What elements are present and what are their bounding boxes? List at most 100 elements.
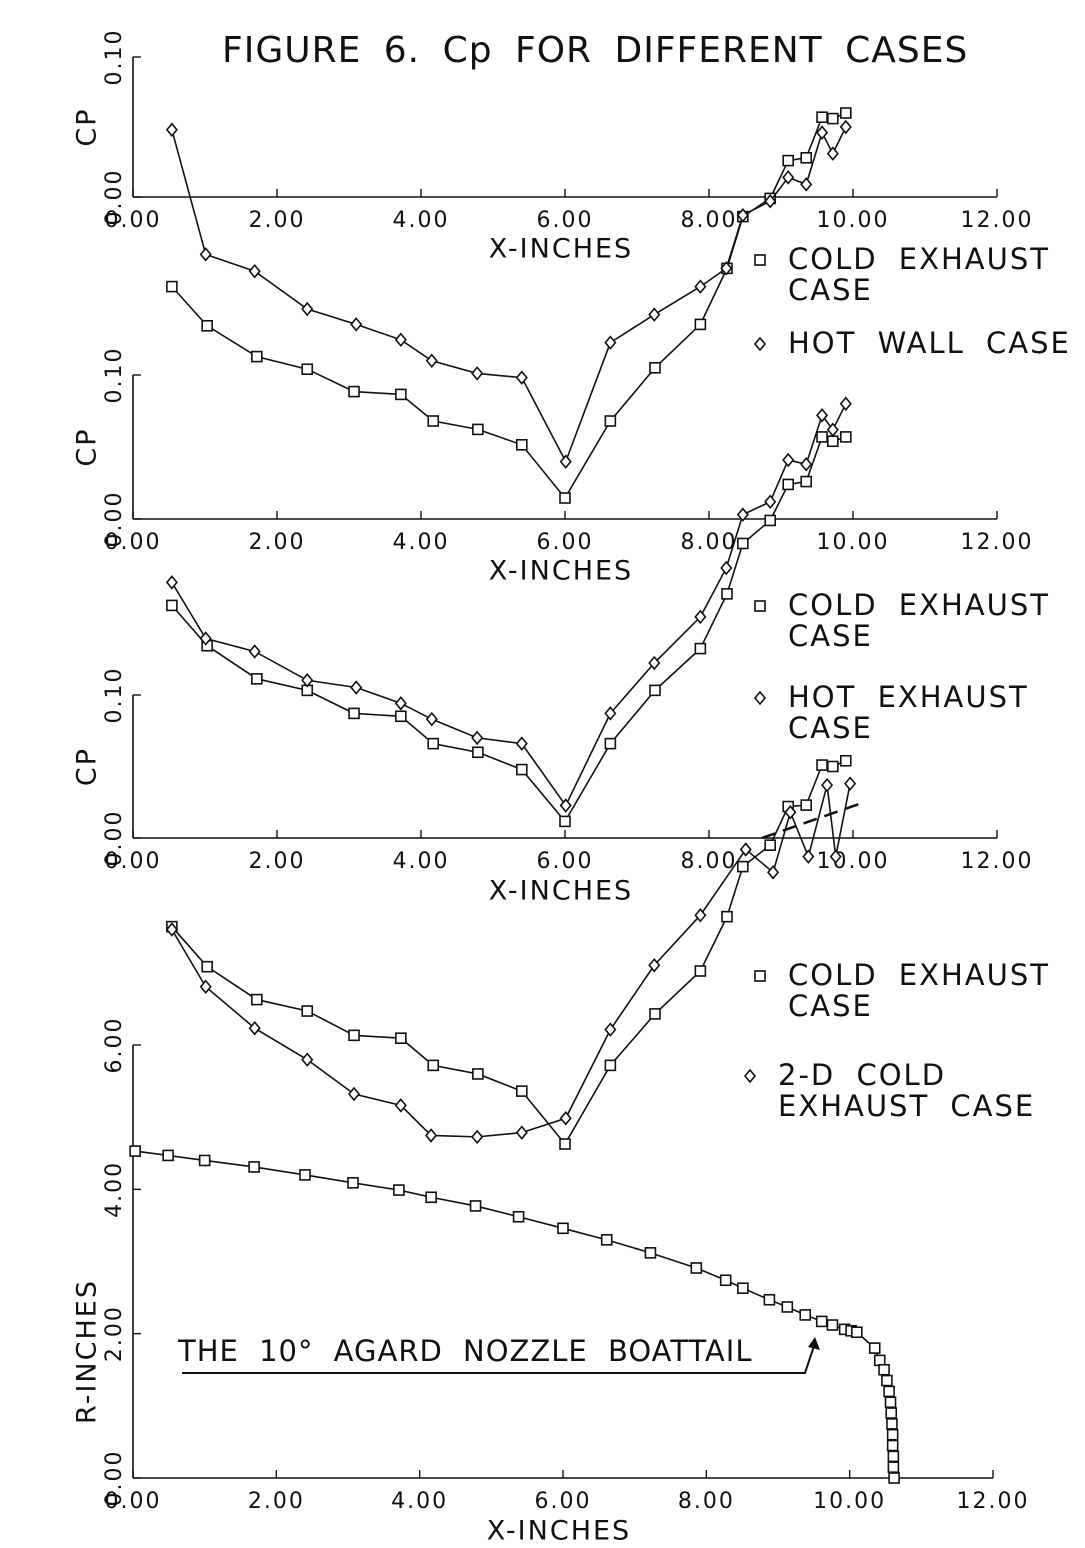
x-tick-label: 6.00 [537, 530, 594, 555]
data-point [719, 1274, 732, 1287]
x-tick-label: 8.00 [681, 530, 738, 555]
data-point [816, 431, 828, 443]
data-point [165, 122, 178, 138]
x-tick-label: 12.00 [961, 208, 1034, 233]
x-tick-label: 0.00 [105, 208, 162, 233]
data-point [826, 422, 839, 437]
x-tick-label: 2.00 [248, 1489, 305, 1514]
data-point [469, 1200, 482, 1212]
legend-label: HOT EXHAUST CASE [788, 680, 1029, 745]
legend-label: COLD EXHAUST CASE [788, 958, 1050, 1023]
data-point [839, 119, 852, 135]
data-point [764, 193, 777, 209]
data-point [827, 760, 839, 773]
y-tick-label: 0.10 [102, 347, 127, 404]
data-point [559, 1111, 572, 1126]
data-point [802, 849, 815, 864]
x-tick-label: 2.00 [249, 208, 306, 233]
data-point [644, 1247, 657, 1259]
data-point [471, 730, 484, 746]
x-tick-label: 0.00 [105, 530, 162, 555]
y-tick-label: 2.00 [102, 1305, 127, 1362]
data-point [515, 438, 528, 451]
arrow-head [808, 1337, 820, 1350]
data-point [472, 423, 484, 436]
annotation-arrow [182, 1342, 816, 1374]
data-point [604, 335, 617, 350]
series-line [171, 435, 847, 823]
series-line [171, 760, 847, 1146]
data-point [166, 280, 178, 293]
data-point [165, 922, 178, 937]
data-point [839, 396, 852, 412]
x-tick-label: 10.00 [817, 530, 890, 555]
data-point [395, 710, 407, 723]
data-point [557, 1222, 569, 1235]
y-tick-label: 0.00 [102, 491, 127, 548]
data-point [739, 842, 752, 857]
data-point [881, 1374, 893, 1387]
data-point [868, 1342, 881, 1354]
series-line [171, 112, 847, 500]
series-line [171, 126, 847, 464]
data-point [649, 361, 661, 374]
x-axis-label: X-INCHES [487, 1516, 631, 1547]
data-point [394, 332, 407, 348]
data-point [839, 754, 852, 767]
data-point [885, 1407, 898, 1419]
y-axis-label: CP [72, 747, 103, 786]
data-point [347, 1086, 361, 1102]
y-tick-label: 0.00 [102, 810, 127, 867]
x-tick-label: 10.00 [813, 1489, 886, 1514]
data-point [395, 388, 407, 401]
x-tick-label: 8.00 [681, 208, 738, 233]
x-tick-label: 12.00 [961, 530, 1034, 555]
data-point [165, 575, 178, 590]
data-point [886, 1428, 899, 1441]
data-point [737, 860, 749, 873]
data-point [425, 1191, 437, 1204]
series-line [171, 403, 847, 808]
y-axis-label: CP [72, 427, 103, 466]
data-point [559, 798, 572, 813]
x-tick-label: 0.00 [105, 849, 162, 874]
data-point [348, 1029, 360, 1042]
data-point [129, 1145, 141, 1157]
legend-marker [753, 336, 767, 352]
data-point [648, 307, 661, 322]
legend-marker [754, 970, 766, 982]
data-point [827, 112, 839, 125]
data-point [720, 560, 733, 576]
data-point [350, 317, 363, 332]
data-point [425, 1128, 438, 1143]
data-point [782, 154, 795, 167]
data-point [515, 763, 528, 776]
data-point [737, 537, 749, 550]
data-point [515, 1125, 528, 1140]
data-point [248, 1161, 260, 1173]
annotation: THE 10° AGARD NOZZLE BOATTAIL [178, 1334, 753, 1368]
data-point [199, 979, 212, 994]
data-point [851, 1326, 863, 1339]
data-point [472, 746, 484, 759]
data-point [873, 1354, 886, 1367]
data-point [800, 799, 813, 811]
y-tick-label: 4.00 [102, 1161, 127, 1218]
legend-label: 2-D COLD EXHAUST CASE [778, 1058, 1036, 1123]
data-point [694, 965, 707, 977]
x-tick-label: 6.00 [535, 1489, 592, 1514]
y-tick-label: 0.10 [102, 667, 127, 724]
data-point [201, 319, 213, 332]
data-point [559, 492, 571, 504]
data-point [393, 1184, 405, 1196]
data-point [600, 1234, 613, 1246]
x-tick-label: 10.00 [817, 849, 890, 874]
data-point [721, 910, 733, 923]
data-point [425, 353, 438, 369]
legend-marker [754, 600, 766, 612]
data-point [347, 1177, 359, 1189]
x-axis-label: X-INCHES [489, 234, 633, 265]
data-point [649, 684, 661, 697]
data-point [694, 279, 707, 294]
